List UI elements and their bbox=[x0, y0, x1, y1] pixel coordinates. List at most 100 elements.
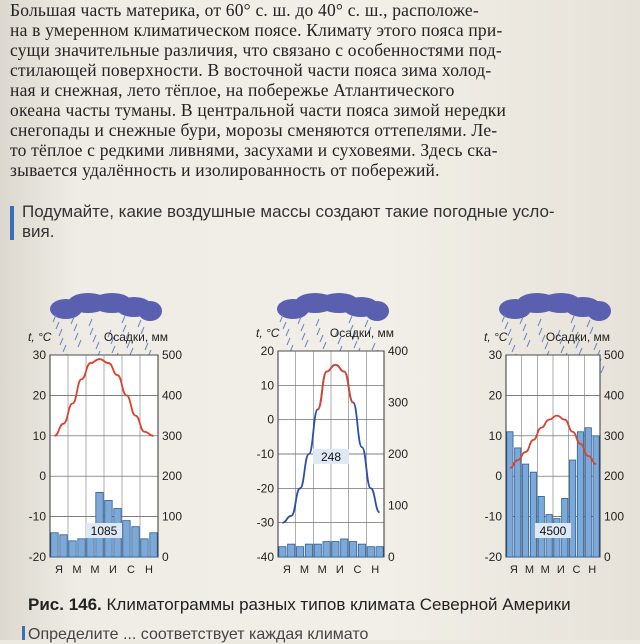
temp-axis-label: t, °C bbox=[28, 330, 52, 344]
month-label: С bbox=[573, 564, 581, 576]
precip-axis-label: Осадки, мм bbox=[330, 326, 394, 340]
precip-bar bbox=[366, 546, 375, 558]
precip-bar bbox=[331, 541, 340, 558]
text-line: стилающей поверхности. В восточной части… bbox=[10, 60, 492, 80]
precip-bar bbox=[296, 546, 305, 558]
rain-drop bbox=[586, 319, 591, 328]
rain-drop bbox=[301, 332, 306, 341]
rain-drop bbox=[88, 318, 93, 327]
temp-tick-label: -10 bbox=[29, 510, 47, 524]
temp-tick-label: 10 bbox=[33, 429, 47, 443]
rain-drop bbox=[304, 339, 309, 348]
temp-tick-label: -20 bbox=[485, 550, 503, 564]
rain-drop bbox=[337, 336, 342, 345]
rain-drop bbox=[95, 341, 100, 350]
temperature-line bbox=[509, 414, 597, 470]
month-label: М bbox=[300, 564, 309, 576]
precip-bar bbox=[375, 546, 384, 558]
rain-drop bbox=[349, 324, 354, 333]
precip-tick-label: 0 bbox=[162, 550, 169, 564]
precip-tick-label: 200 bbox=[162, 469, 182, 483]
rain-drop bbox=[285, 328, 290, 337]
month-label: И bbox=[336, 564, 344, 576]
month-label: Н bbox=[371, 564, 379, 576]
temp-tick-label: 0 bbox=[495, 469, 502, 483]
precip-bar bbox=[86, 536, 95, 558]
figure-caption: Рис. 146. Климатограммы разных типов кли… bbox=[28, 595, 571, 615]
precip-tick-label: 0 bbox=[604, 550, 611, 564]
rain-drop bbox=[544, 341, 549, 350]
rain-drop bbox=[74, 332, 79, 341]
caption-label: Рис. 146. bbox=[28, 595, 102, 614]
precip-bar bbox=[529, 471, 537, 558]
precip-tick-label: 0 bbox=[388, 550, 395, 564]
rain-drop bbox=[121, 315, 126, 324]
month-label: М bbox=[318, 564, 327, 576]
precip-tick-label: 200 bbox=[388, 447, 408, 461]
rain-drop bbox=[316, 327, 321, 336]
rain-drop bbox=[300, 323, 305, 332]
precip-tick-label: 300 bbox=[162, 429, 182, 443]
month-label: М bbox=[541, 564, 550, 576]
rain-drop bbox=[508, 337, 513, 346]
temp-tick-label: 10 bbox=[261, 378, 275, 392]
rain-drop bbox=[92, 334, 97, 343]
temp-tick-label: 0 bbox=[267, 413, 274, 427]
caption-text: Климатограммы разных типов климата Север… bbox=[106, 595, 571, 614]
rain-drop bbox=[52, 314, 57, 323]
precip-bar bbox=[278, 546, 287, 558]
rain-drop bbox=[560, 345, 565, 354]
body-text: Большая часть материка, от 60° с. ш. до … bbox=[10, 0, 630, 180]
temp-tick-label: -40 bbox=[257, 550, 275, 564]
precip-bar bbox=[140, 538, 149, 558]
precip-tick-label: 300 bbox=[388, 396, 408, 410]
rain-drop bbox=[334, 329, 339, 338]
text-line: Большая часть материка, от 60° с. ш. до … bbox=[10, 0, 479, 20]
rain-drop bbox=[73, 323, 78, 332]
footer-text: Определите ... соответствует каждая клим… bbox=[28, 626, 369, 643]
rain-drop bbox=[348, 315, 353, 324]
month-label: И bbox=[109, 564, 117, 576]
precip-bar bbox=[313, 543, 322, 558]
rain-drop bbox=[574, 331, 579, 340]
precip-bar bbox=[77, 538, 86, 558]
month-label: М bbox=[72, 564, 81, 576]
precip-bar bbox=[349, 541, 358, 558]
annual-total-label: 4500 bbox=[540, 524, 567, 538]
month-label: Н bbox=[588, 564, 596, 576]
temp-tick-label: 30 bbox=[33, 348, 47, 362]
rain-drop bbox=[353, 340, 358, 349]
rain-drop bbox=[575, 340, 580, 349]
text-line: то тёплое с редкими ливнями, засухами и … bbox=[10, 140, 498, 160]
temp-tick-label: 20 bbox=[261, 344, 275, 358]
temp-tick-label: 0 bbox=[39, 469, 46, 483]
question-marker bbox=[10, 206, 14, 240]
rain-drop bbox=[571, 324, 576, 333]
rain-drop bbox=[371, 342, 376, 351]
precip-bar bbox=[576, 431, 584, 558]
annual-total-bg bbox=[86, 523, 122, 538]
footer-marker bbox=[22, 626, 25, 640]
text-line: на в умеренном климатическом поясе. Клим… bbox=[10, 20, 503, 40]
temp-tick-label: 20 bbox=[33, 388, 47, 402]
temp-axis-label: t, °C bbox=[256, 326, 280, 340]
temp-tick-label: -10 bbox=[485, 510, 503, 524]
temp-tick-label: -30 bbox=[257, 516, 275, 530]
month-label: И bbox=[557, 564, 565, 576]
question-line: Подумайте, какие воздушные массы создают… bbox=[22, 202, 555, 221]
precip-bar bbox=[506, 431, 514, 558]
rain-drop bbox=[537, 318, 542, 327]
text-line: снегопады и снежные бури, морозы сменяют… bbox=[10, 120, 498, 140]
annual-total: 248 bbox=[313, 448, 349, 464]
text-line: зывается удалённость и изолированность о… bbox=[10, 160, 440, 180]
rain-drop bbox=[107, 329, 112, 338]
temp-axis-label: t, °C bbox=[484, 330, 508, 344]
rain-drop bbox=[507, 328, 512, 337]
annual-total-bg bbox=[535, 523, 571, 538]
precip-bar bbox=[569, 459, 577, 558]
rain-drop bbox=[501, 314, 506, 323]
rain-drop bbox=[322, 341, 327, 350]
precip-bar bbox=[514, 447, 522, 558]
rain-drop bbox=[279, 314, 284, 323]
